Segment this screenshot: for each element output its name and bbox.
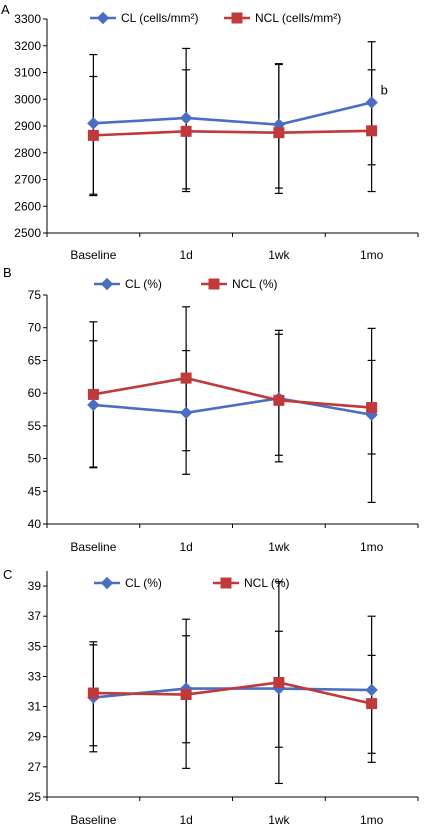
- y-tick-label: 2900: [14, 119, 41, 133]
- y-tick-label: 2700: [14, 173, 41, 187]
- y-tick-label: 29: [28, 730, 42, 744]
- legend-label: NCL (%): [232, 277, 278, 291]
- data-point: [273, 394, 285, 406]
- data-point: [87, 129, 99, 141]
- y-tick-label: 25: [28, 790, 42, 804]
- series-line: [93, 397, 372, 417]
- data-point: [179, 406, 193, 419]
- legend-marker: [96, 11, 110, 25]
- x-tick-label: 1d: [179, 813, 192, 827]
- data-point: [366, 402, 378, 414]
- legend-label: NCL (cells/mm²): [255, 11, 341, 25]
- y-tick-label: 31: [28, 700, 42, 714]
- y-tick-label: 70: [28, 321, 42, 335]
- y-tick-label: 2800: [14, 146, 41, 160]
- y-tick-label: 65: [28, 353, 42, 367]
- y-tick-label: 27: [28, 760, 42, 774]
- x-tick-label: Baseline: [70, 813, 116, 827]
- data-point: [179, 111, 193, 125]
- series-line: [93, 101, 372, 126]
- data-point: [366, 125, 378, 137]
- y-tick-label: 40: [28, 517, 42, 531]
- x-tick-label: Baseline: [70, 540, 116, 554]
- series-line: [93, 376, 372, 409]
- x-tick-label: 1wk: [268, 813, 290, 827]
- legend-marker: [100, 576, 114, 590]
- legend-marker: [220, 577, 232, 589]
- data-point: [180, 372, 192, 384]
- y-tick-label: 3100: [14, 66, 41, 80]
- x-tick-label: 1mo: [360, 540, 384, 554]
- y-tick-label: 55: [28, 419, 42, 433]
- chart-panel-c: C 25 27 29 31 33 35 37 39 Baseline 1d 1wk 1mo CL (%) N…: [3, 567, 419, 827]
- y-tick-label: 3000: [14, 92, 41, 106]
- data-point: [180, 689, 192, 701]
- y-tick-label: 75: [28, 288, 42, 302]
- data-point: [365, 683, 378, 697]
- x-tick-label: 1wk: [268, 540, 290, 554]
- series-line: [93, 129, 372, 137]
- panel-label: A: [1, 2, 10, 17]
- y-tick-label: 45: [28, 484, 42, 498]
- x-tick-label: 1wk: [268, 248, 290, 262]
- data-point: [87, 117, 100, 130]
- data-point: [365, 96, 378, 109]
- data-point: [273, 676, 285, 688]
- y-tick-label: 37: [28, 609, 42, 623]
- x-tick-label: 1mo: [360, 248, 384, 262]
- series-line: [93, 681, 372, 705]
- chart-panel-b: B 40 45 50 55 60 65 70 75 Baseline 1d 1wk 1mo CL (%) N…: [3, 265, 419, 554]
- panel-label: B: [3, 265, 12, 280]
- data-point: [366, 698, 378, 710]
- legend-label: NCL (%): [244, 576, 290, 590]
- legend-marker: [100, 277, 114, 291]
- chart-panel-a: A 2500 2600 2700 2800 2900 3000 3100 3200 3300 Bas…: [1, 2, 419, 262]
- legend-label: CL (cells/mm²): [121, 11, 199, 25]
- data-point: [87, 398, 100, 412]
- y-tick-label: 33: [28, 669, 42, 683]
- data-point: [180, 125, 192, 137]
- y-tick-label: 60: [28, 386, 42, 400]
- x-tick-label: Baseline: [70, 248, 116, 262]
- x-tick-label: 1mo: [360, 813, 384, 827]
- x-tick-label: 1d: [179, 248, 192, 262]
- y-tick-label: 39: [28, 579, 42, 593]
- x-tick-label: 1d: [179, 540, 192, 554]
- data-point: [273, 127, 285, 139]
- data-point: [87, 687, 99, 699]
- y-tick-label: 3300: [14, 12, 41, 26]
- y-tick-label: 35: [28, 639, 42, 653]
- legend-label: CL (%): [125, 576, 162, 590]
- data-point: [87, 388, 99, 400]
- legend-marker: [208, 278, 220, 290]
- data-annotation: b: [381, 82, 388, 97]
- y-tick-label: 2600: [14, 199, 41, 213]
- legend-label: CL (%): [125, 277, 162, 291]
- y-tick-label: 3200: [14, 39, 41, 53]
- legend-marker: [231, 12, 243, 24]
- panel-label: C: [3, 567, 12, 582]
- y-tick-label: 50: [28, 452, 42, 466]
- y-tick-label: 2500: [14, 226, 41, 240]
